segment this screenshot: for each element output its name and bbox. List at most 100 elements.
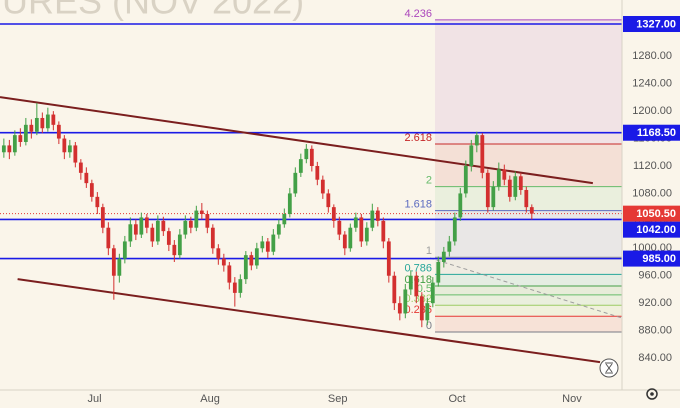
price-tag-label: 1050.50: [636, 208, 676, 220]
candle-body: [425, 303, 430, 321]
fib-label: 0.5: [417, 283, 432, 295]
candle-body: [45, 114, 50, 129]
y-tick-label: 920.00: [638, 297, 672, 309]
candle-body: [73, 145, 78, 163]
reset-button[interactable]: [599, 358, 619, 378]
candle-body: [139, 217, 144, 235]
candle-body: [210, 227, 215, 249]
candle-body: [95, 196, 100, 208]
candle-body: [370, 210, 375, 228]
candle-body: [265, 241, 270, 252]
candle-body: [106, 227, 111, 249]
y-tick-label: 960.00: [638, 270, 672, 282]
y-tick-label: 880.00: [638, 325, 672, 337]
price-tag: [623, 205, 680, 222]
candle-body: [249, 255, 254, 266]
x-tick-label: Aug: [200, 393, 220, 405]
candle-body: [18, 135, 23, 142]
candle-body: [166, 231, 171, 245]
fib-zone: [435, 19, 622, 145]
candle-body: [122, 241, 127, 259]
y-tick-label: 1200.00: [632, 105, 672, 117]
candle-body: [40, 117, 45, 129]
candle-body: [298, 159, 303, 173]
candle-body: [309, 148, 314, 166]
candle-body: [89, 183, 94, 197]
candle-body: [232, 282, 237, 293]
candle-body: [436, 262, 441, 283]
candle-body: [485, 172, 490, 208]
fib-label: 4.236: [404, 8, 432, 20]
fib-label: 1: [426, 245, 432, 257]
candle-body: [227, 265, 232, 283]
candle-body: [221, 258, 226, 266]
candle-body: [469, 145, 474, 166]
candle-body: [172, 244, 177, 256]
candle-body: [78, 162, 83, 173]
fib-label: 0.236: [404, 304, 432, 316]
fib-zone: [435, 274, 622, 287]
candle-body: [463, 165, 468, 194]
price-tag: [623, 16, 680, 33]
candle-body: [518, 176, 523, 190]
settings-button[interactable]: [646, 388, 658, 400]
candle-body: [320, 179, 325, 194]
candle-body: [287, 193, 292, 214]
candle-body: [254, 248, 259, 266]
candle-body: [315, 165, 320, 180]
price-tag-label: 1327.00: [636, 18, 676, 30]
candle-body: [458, 193, 463, 218]
y-tick-label: 1120.00: [633, 160, 672, 172]
candle-body: [194, 210, 199, 228]
trendline: [0, 96, 593, 185]
candle-body: [403, 289, 408, 314]
candle-body: [100, 207, 105, 228]
candle-body: [364, 227, 369, 242]
price-tag-label: 985.00: [642, 253, 676, 265]
candle-body: [447, 241, 452, 252]
candle-body: [337, 220, 342, 235]
candle-body: [271, 234, 276, 252]
candle-body: [331, 207, 336, 221]
reset-glyph: [605, 362, 613, 374]
candle-body: [67, 145, 72, 153]
candle-body: [513, 176, 518, 197]
x-tick-label: Nov: [562, 393, 582, 405]
candle-body: [34, 117, 39, 132]
candle-body: [430, 282, 435, 304]
price-tag: [623, 124, 680, 141]
candle-body: [23, 124, 28, 142]
fib-zone: [435, 294, 622, 306]
candle-body: [353, 217, 358, 228]
x-tick-label: Sep: [328, 393, 348, 405]
candle-body: [1, 145, 6, 153]
candle-body: [205, 213, 210, 228]
fib-zone: [435, 257, 622, 275]
fib-label: 0.382: [404, 293, 432, 305]
candle-body: [84, 172, 89, 184]
candle-body: [326, 193, 331, 208]
fib-label: 0.786: [404, 262, 432, 274]
fib-zone: [435, 210, 622, 258]
candle-body: [150, 227, 155, 242]
price-tag: [623, 221, 680, 238]
y-tick-label: 1280.00: [632, 50, 672, 62]
candle-body: [529, 207, 534, 214]
candle-body: [144, 217, 149, 228]
candle-body: [117, 258, 122, 276]
gear-icon[interactable]: [646, 388, 658, 400]
price-tag: [623, 250, 680, 267]
candle-body: [56, 124, 61, 139]
candle-body: [480, 135, 485, 173]
candle-body: [524, 189, 529, 208]
candle-body: [133, 224, 138, 235]
candle-body: [7, 145, 12, 153]
fib-zone: [435, 186, 622, 211]
candle-body: [496, 169, 501, 187]
candle-body: [161, 220, 166, 232]
y-tick-label: 840.00: [638, 352, 672, 364]
candle-body: [502, 169, 507, 180]
